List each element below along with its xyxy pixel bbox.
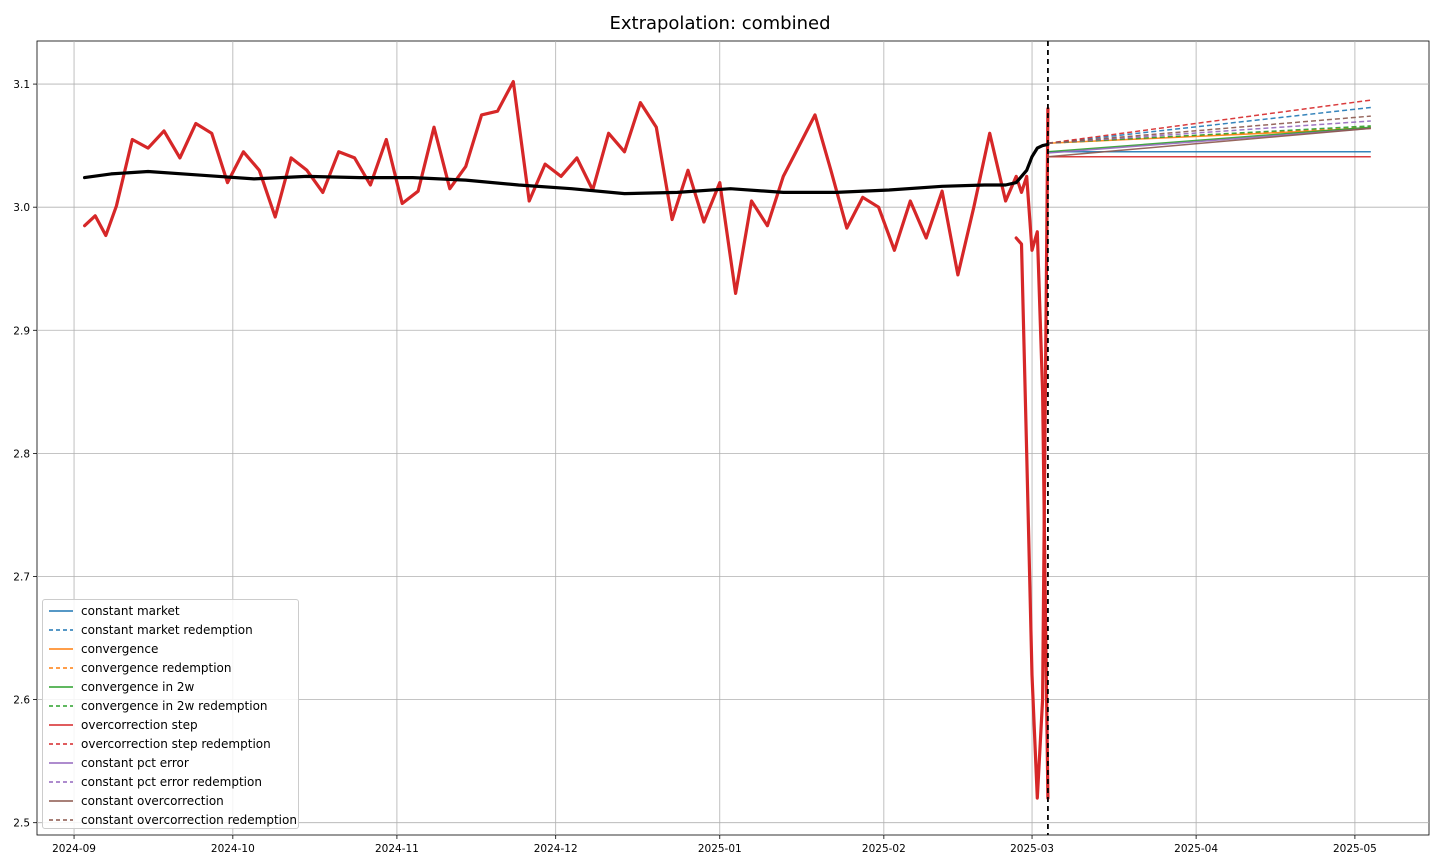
y-tick-label: 2.8 [13, 448, 30, 460]
legend-label: constant market [81, 603, 180, 618]
series-line-constant-overcorrection [1047, 127, 1371, 158]
legend-item: constant overcorrection [47, 791, 298, 810]
legend-item: constant overcorrection redemption [47, 810, 298, 829]
legend-label: convergence in 2w [81, 679, 195, 694]
legend-label: constant overcorrection [81, 793, 224, 808]
legend-label: constant pct error redemption [81, 774, 262, 789]
legend-swatch [49, 704, 73, 707]
y-tick-label: 2.6 [13, 695, 30, 707]
history-series [82, 79, 1050, 800]
history-line [82, 142, 1050, 196]
x-tick-label: 2025-02 [862, 843, 906, 855]
legend-item: constant pct error [47, 753, 298, 772]
legend-item: constant pct error redemption [47, 772, 298, 791]
legend-swatch [49, 647, 73, 650]
legend-swatch [49, 761, 73, 764]
x-tick-label: 2024-09 [52, 843, 96, 855]
x-tick-label: 2025-05 [1333, 843, 1377, 855]
legend-item: convergence in 2w [47, 677, 298, 696]
legend-label: constant market redemption [81, 622, 253, 637]
y-tick-label: 2.7 [13, 571, 30, 583]
legend-item: overcorrection step [47, 715, 298, 734]
series-line-convergence-in-2w [1047, 126, 1371, 153]
x-tick-label: 2024-11 [375, 843, 419, 855]
legend-swatch [49, 666, 73, 669]
series-line-convergence-in-2w-redemption [1047, 125, 1371, 144]
series-line-overcorrection-step-redemption [1047, 99, 1371, 144]
chart-title: Extrapolation: combined [609, 13, 831, 34]
x-tick-label: 2024-10 [211, 843, 255, 855]
legend-swatch [49, 628, 73, 631]
legend-swatch [49, 780, 73, 783]
legend-swatch [49, 723, 73, 726]
legend: constant market constant market redemptio… [42, 599, 299, 829]
x-tick-label: 2025-04 [1174, 843, 1218, 855]
legend-item: constant market [47, 601, 298, 620]
series-line-constant-pct-error-redemption [1047, 120, 1371, 144]
axes-frame [36, 40, 1430, 836]
legend-swatch [49, 685, 73, 688]
x-tick-label: 2024-12 [534, 843, 578, 855]
forecast-series [1047, 99, 1371, 158]
axis-ticks: 2024-09 2024-10 2024-11 2024-12 2025-01 2025-… [13, 79, 1377, 855]
history-line [1014, 107, 1050, 800]
legend-label: convergence redemption [81, 660, 232, 675]
y-tick-label: 3.0 [13, 202, 30, 214]
legend-swatch [49, 799, 73, 802]
legend-item: convergence [47, 639, 298, 658]
grid-lines [37, 41, 1429, 835]
legend-item: constant market redemption [47, 620, 298, 639]
y-tick-label: 2.5 [13, 818, 30, 830]
legend-label: constant overcorrection redemption [81, 812, 297, 827]
legend-label: convergence [81, 641, 159, 656]
legend-swatch [49, 609, 73, 612]
legend-label: overcorrection step redemption [81, 736, 271, 751]
x-tick-label: 2025-01 [698, 843, 742, 855]
series-line-constant-market-redemption [1047, 106, 1371, 144]
legend-label: overcorrection step [81, 717, 198, 732]
legend-item: convergence redemption [47, 658, 298, 677]
legend-swatch [49, 818, 73, 821]
legend-label: constant pct error [81, 755, 189, 770]
y-tick-label: 3.1 [13, 79, 30, 91]
legend-swatch [49, 742, 73, 745]
x-tick-label: 2025-03 [1010, 843, 1054, 855]
legend-item: overcorrection step redemption [47, 734, 298, 753]
legend-item: convergence in 2w redemption [47, 696, 298, 715]
legend-label: convergence in 2w redemption [81, 698, 268, 713]
series-line-constant-overcorrection-redemption [1047, 115, 1371, 144]
y-tick-label: 2.9 [13, 325, 30, 337]
